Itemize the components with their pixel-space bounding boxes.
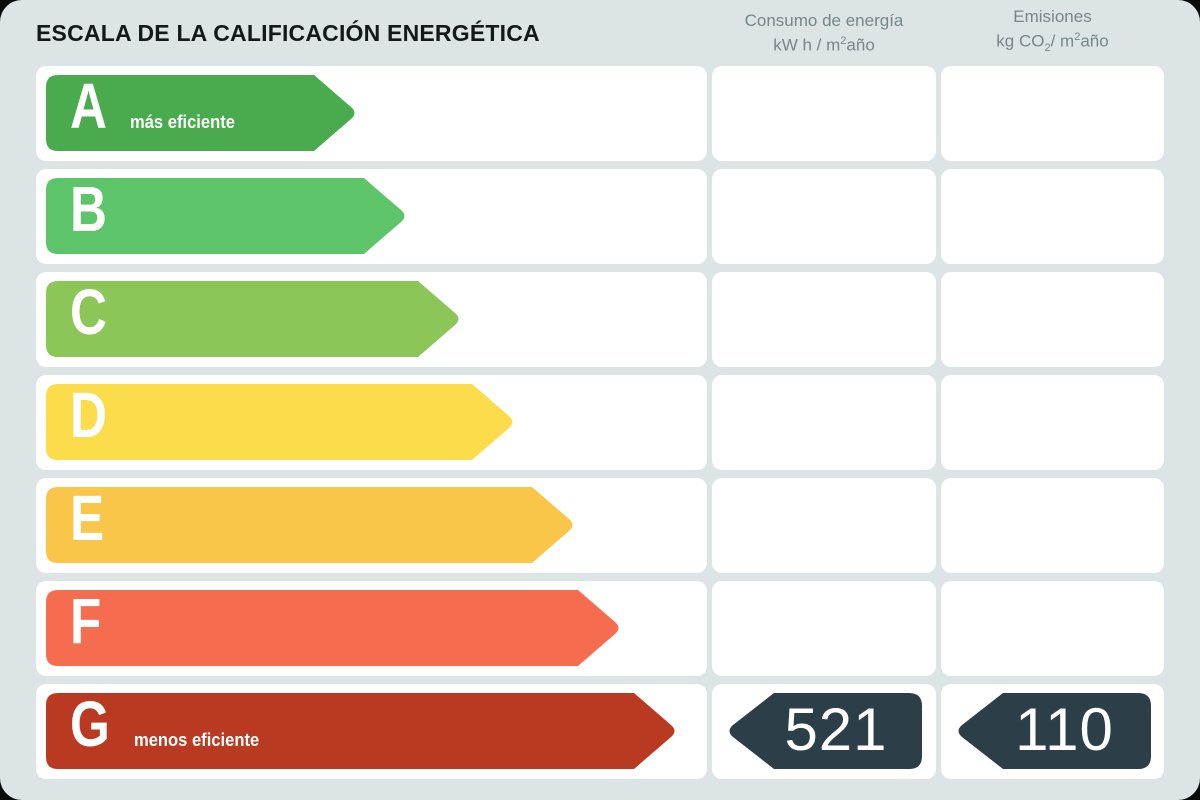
page-title: ESCALA DE LA CALIFICACIÓN ENERGÉTICA (36, 19, 540, 46)
emisiones-cell-g: 110 (941, 684, 1164, 779)
rating-bar-cell-f: F (36, 581, 707, 676)
rating-arrow-shape (46, 590, 619, 666)
rating-letter: C (70, 276, 107, 348)
value-badge-shape (958, 693, 1151, 769)
rating-letter: E (70, 482, 105, 554)
rating-arrow-a: A más eficiente (46, 70, 358, 151)
consumo-cell-f (712, 581, 936, 676)
emissions-value: 110 (1015, 696, 1114, 763)
rating-arrow-shape (46, 178, 405, 254)
rating-arrow-shape (46, 693, 675, 769)
rating-arrow-c: C (46, 276, 462, 357)
rating-arrow-d: D (46, 379, 516, 460)
rating-arrow-shape (46, 384, 513, 460)
header-band: ESCALA DE LA CALIFICACIÓN ENERGÉTICA Con… (36, 0, 1164, 66)
consumo-cell-c (712, 272, 936, 367)
consumo-header-line1: Consumo de energía (744, 10, 904, 30)
scale-row-a: A más eficiente (36, 66, 1164, 161)
emisiones-cell-d (941, 375, 1164, 470)
rating-arrow-content: G menos eficiente (46, 688, 678, 769)
consumo-cell-d (712, 375, 936, 470)
rating-bar-cell-d: D (36, 375, 707, 470)
rating-rows: A más eficiente B (36, 66, 1164, 779)
emisiones-cell-e (941, 478, 1164, 573)
emisiones-header-line2: kg CO2/ m2año (996, 31, 1109, 55)
scale-row-e: E (36, 478, 1164, 573)
consumo-cell-g: 521 (712, 684, 936, 779)
emisiones-cell-f (941, 581, 1164, 676)
rating-arrow-content: A más eficiente (46, 70, 358, 151)
rating-letter: F (70, 585, 102, 657)
rating-letter: D (70, 379, 107, 451)
emisiones-cell-c (941, 272, 1164, 367)
consumo-cell-a (712, 66, 936, 161)
scale-row-c: C (36, 272, 1164, 367)
rating-letter: G (70, 688, 110, 760)
scale-row-g: G menos eficiente 521 110 (36, 684, 1164, 779)
rating-arrow-f: F (46, 585, 622, 666)
scale-row-d: D (36, 375, 1164, 470)
consumo-cell-e (712, 478, 936, 573)
rating-arrow-content: E (46, 482, 576, 563)
rating-arrow-content: F (46, 585, 622, 666)
scale-row-f: F (36, 581, 1164, 676)
rating-bar-cell-e: E (36, 478, 707, 573)
rating-bar-cell-b: B (36, 169, 707, 264)
rating-bar-cell-a: A más eficiente (36, 66, 707, 161)
rating-letter: A (70, 70, 107, 142)
rating-arrow-shape (46, 281, 459, 357)
rating-arrow-e: E (46, 482, 576, 563)
rating-arrow-content: D (46, 379, 516, 460)
consumo-header-line2: kW h / m2año (773, 34, 875, 55)
rating-arrow-b: B (46, 173, 408, 254)
column-header-emisiones: Emisiones kg CO2/ m2año (941, 7, 1164, 58)
rating-arrow-shape (46, 487, 573, 563)
emissions-value-badge: 110 (955, 693, 1151, 769)
scale-row-b: B (36, 169, 1164, 264)
consumption-value-badge: 521 (726, 693, 922, 769)
emisiones-cell-a (941, 66, 1164, 161)
rating-arrow-content: C (46, 276, 462, 357)
rating-arrow-content: B (46, 173, 408, 254)
rating-bar-cell-c: C (36, 272, 707, 367)
consumption-value: 521 (784, 696, 888, 763)
rating-note: menos eficiente (133, 730, 259, 750)
rating-bar-cell-g: G menos eficiente (36, 684, 707, 779)
emisiones-header-line1: Emisiones (1013, 7, 1092, 27)
value-badge-shape (729, 693, 922, 769)
rating-letter: B (70, 173, 107, 245)
consumo-cell-b (712, 169, 936, 264)
emisiones-cell-b (941, 169, 1164, 264)
rating-arrow-g: G menos eficiente (46, 688, 678, 769)
rating-arrow-shape (46, 75, 355, 151)
rating-note: más eficiente (130, 112, 236, 132)
column-header-consumo: Consumo de energía kW h / m2año (712, 11, 936, 56)
